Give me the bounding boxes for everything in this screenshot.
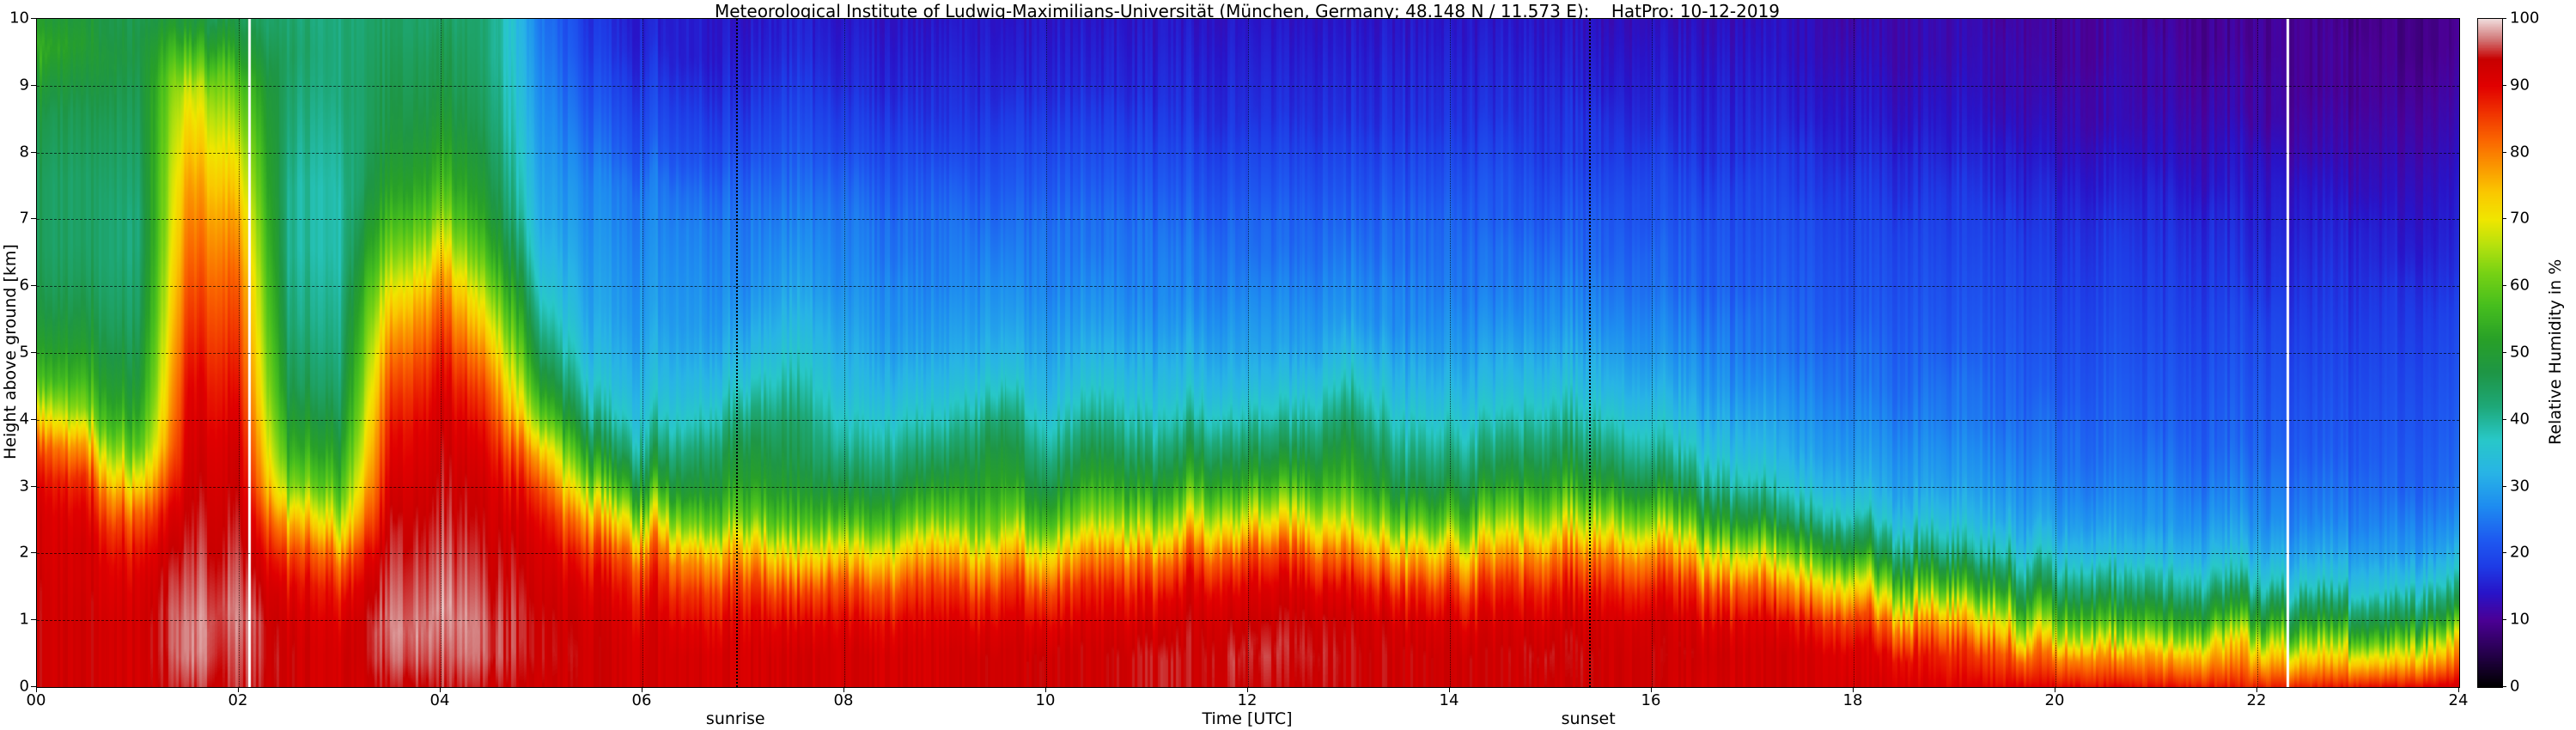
colorbar-tick-label: 80 [2510,143,2530,161]
x-tick-label: 02 [228,691,248,709]
x-tick-label: 10 [1035,691,1056,709]
colorbar-tick-label: 20 [2510,543,2530,562]
x-tick-mark [843,687,844,692]
colorbar-tick-mark [2502,285,2506,287]
x-tick-mark [2256,687,2257,692]
y-tick-label: 6 [19,276,29,295]
colorbar [2477,18,2503,688]
heatmap-canvas [37,19,2459,687]
x-tick-mark [1449,687,1450,692]
colorbar-tick-label: 10 [2510,610,2530,629]
colorbar-tick-mark [2502,218,2506,220]
y-tick-mark [31,151,36,153]
x-tick-mark [2458,687,2459,692]
colorbar-tick-mark [2502,84,2506,86]
x-tick-label: 08 [833,691,854,709]
y-tick-mark [31,686,36,687]
y-tick-label: 8 [19,143,29,161]
colorbar-tick-mark [2502,686,2506,687]
colorbar-label: Relative Humidity in % [2546,259,2565,446]
x-tick-label: 04 [429,691,450,709]
x-tick-mark [238,687,239,692]
colorbar-tick-label: 60 [2510,276,2530,295]
y-tick-label: 3 [19,477,29,496]
x-tick-mark [1853,687,1854,692]
y-tick-mark [31,619,36,621]
colorbar-tick-mark [2502,552,2506,554]
x-tick-label: 24 [2448,691,2469,709]
x-tick-mark [1045,687,1046,692]
colorbar-tick-label: 90 [2510,76,2530,94]
y-tick-mark [31,352,36,353]
colorbar-canvas [2478,19,2502,687]
y-tick-mark [31,218,36,220]
colorbar-tick-mark [2502,151,2506,153]
colorbar-tick-label: 40 [2510,410,2530,429]
x-tick-label: 00 [26,691,46,709]
y-tick-label: 4 [19,410,29,429]
y-tick-label: 5 [19,343,29,362]
y-tick-label: 1 [19,610,29,629]
y-tick-mark [31,485,36,487]
colorbar-tick-mark [2502,418,2506,420]
x-tick-label: 22 [2246,691,2267,709]
x-tick-mark [440,687,441,692]
x-axis-label: Time [UTC] [1202,709,1293,728]
x-tick-label: 16 [1641,691,1661,709]
y-tick-label: 0 [19,677,29,696]
y-tick-mark [31,552,36,554]
plot-area [36,18,2460,688]
colorbar-tick-label: 30 [2510,477,2530,496]
y-tick-label: 2 [19,543,29,562]
x-tick-label: 20 [2044,691,2065,709]
colorbar-tick-label: 0 [2510,677,2520,696]
x-tick-mark [36,687,37,692]
y-tick-mark [31,285,36,287]
y-tick-mark [31,418,36,420]
y-tick-label: 7 [19,209,29,228]
y-tick-mark [31,18,36,19]
colorbar-tick-mark [2502,352,2506,353]
x-tick-label: 18 [1842,691,1863,709]
y-tick-label: 10 [9,9,29,27]
colorbar-tick-mark [2502,18,2506,19]
x-tick-mark [1247,687,1248,692]
x-tick-mark [1651,687,1652,692]
x-tick-label: 14 [1439,691,1459,709]
sunset-label: sunset [1561,709,1616,728]
y-tick-label: 9 [19,76,29,94]
colorbar-tick-label: 70 [2510,209,2530,228]
sunrise-label: sunrise [705,709,765,728]
colorbar-tick-mark [2502,485,2506,487]
x-tick-label: 12 [1237,691,1258,709]
y-tick-mark [31,84,36,86]
x-tick-label: 06 [631,691,652,709]
colorbar-tick-mark [2502,619,2506,621]
colorbar-tick-label: 50 [2510,343,2530,362]
colorbar-tick-label: 100 [2510,9,2540,27]
